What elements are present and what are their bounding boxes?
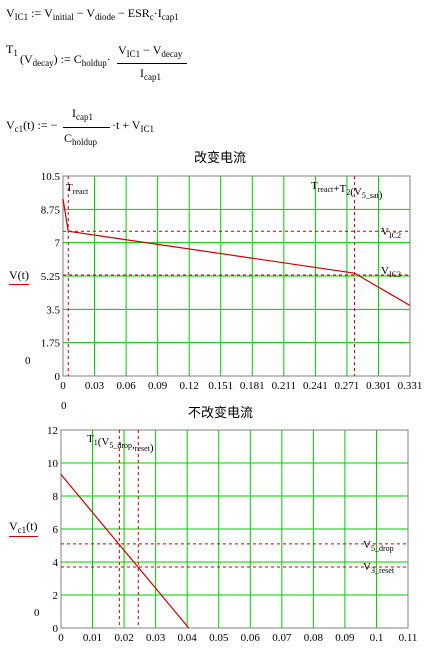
x-tick-label: 0.04 <box>178 632 198 644</box>
equation-t1-arg: (Vdecay) := Choldup· <box>20 52 111 68</box>
chart2-y-label: Vc1(t) <box>9 519 38 537</box>
reference-label-vic3: VIC3 <box>381 265 401 279</box>
x-tick-label: 0.08 <box>304 632 324 644</box>
equation-t1: T1 <box>6 42 18 58</box>
x-tick-label: 0.09 <box>335 632 355 644</box>
equation-t1-denominator: Icap1 <box>140 66 161 82</box>
y-tick-label: 8 <box>53 491 59 503</box>
y-tick-label: 0 <box>55 371 61 383</box>
series-line <box>62 198 411 307</box>
equation-t1-numerator: VIC1 − Vdecay <box>118 43 183 59</box>
x-tick-label: 0.241 <box>303 380 328 392</box>
x-tick-label: 0.211 <box>272 380 296 392</box>
plot-frame <box>62 175 411 377</box>
x-tick-label: 0.331 <box>398 380 423 392</box>
chart2-title: 不改变电流 <box>188 406 254 421</box>
y-tick-label: 10 <box>47 458 59 470</box>
x-tick-label: 0.09 <box>148 380 168 392</box>
y-tick-label: 7 <box>55 238 61 250</box>
reference-label-t-react: Treact <box>66 182 89 196</box>
equation-vic1: VIC1 := Vinitial − Vdiode − ESRc·Icap1 <box>6 6 179 22</box>
x-tick-label: 0 <box>58 632 64 644</box>
y-tick-label: 10.5 <box>41 171 61 183</box>
x-tick-label: 0.11 <box>399 632 418 644</box>
x-tick-label: 0 <box>60 380 66 392</box>
reference-label-v3-reset: V3_reset <box>363 561 395 575</box>
x-tick-label: 0.03 <box>85 380 105 392</box>
y-tick-label: 5.25 <box>41 271 61 283</box>
x-tick-label: 0.07 <box>272 632 292 644</box>
x-tick-label: 0.301 <box>366 380 391 392</box>
y-tick-label: 3.5 <box>46 304 60 316</box>
equation-vc1-numerator: Icap1 <box>72 106 93 122</box>
x-tick-label: 0.271 <box>335 380 360 392</box>
plot-frame <box>60 429 409 629</box>
chart1-title: 改变电流 <box>194 151 247 166</box>
equation-vc1-denominator: Choldup <box>64 131 98 147</box>
y-tick-label: 8.75 <box>41 204 61 216</box>
x-tick-label: 0.06 <box>116 380 136 392</box>
equation-t1-fraction-bar <box>117 63 187 64</box>
chart1: 0 0.03 0.06 0.09 0.12 0.151 0.181 0.211 0.241 0.2… <box>41 171 423 392</box>
series-line <box>60 474 190 629</box>
reference-label-t-react-t2: Treact+T2(V5_sat) <box>311 180 383 201</box>
y-tick-label: 6 <box>53 524 59 536</box>
chart1-y-zero-label: 0 <box>25 355 31 367</box>
reference-label-v5-drop: V5_drop <box>363 539 394 553</box>
x-tick-label: 0.06 <box>241 632 261 644</box>
y-tick-label: 0 <box>53 623 59 635</box>
x-tick-label: 0.01 <box>83 632 102 644</box>
chart2: 0 0.01 0.02 0.03 0.04 0.05 0.06 0.07 0.08 0.09 0.1… <box>47 425 418 644</box>
y-tick-label: 12 <box>47 425 58 437</box>
x-tick-label: 0.181 <box>240 380 265 392</box>
x-tick-label: 0.05 <box>209 632 229 644</box>
equation-vc1-lhs: Vc1(t) := − <box>6 118 58 134</box>
y-tick-label: 2 <box>53 590 59 602</box>
x-tick-label: 0.12 <box>180 380 199 392</box>
chart2-y-zero-label: 0 <box>34 607 40 619</box>
equation-vc1-tail: ·t + VIC1 <box>112 118 155 134</box>
chart1-y-label: V(t) <box>9 268 29 285</box>
y-tick-label: 1.75 <box>41 338 61 350</box>
reference-label-t1: T1(V5_drop,reset) <box>87 433 154 454</box>
x-tick-label: 0.03 <box>146 632 166 644</box>
reference-label-vic2: VIC2 <box>381 226 401 240</box>
x-tick-label: 0.151 <box>208 380 233 392</box>
chart1-x-zero-label: 0 <box>61 400 67 412</box>
x-tick-label: 0.02 <box>114 632 133 644</box>
x-tick-label: 0.1 <box>370 632 384 644</box>
y-tick-label: 4 <box>53 557 59 569</box>
equation-vc1-fraction-bar <box>63 127 110 128</box>
